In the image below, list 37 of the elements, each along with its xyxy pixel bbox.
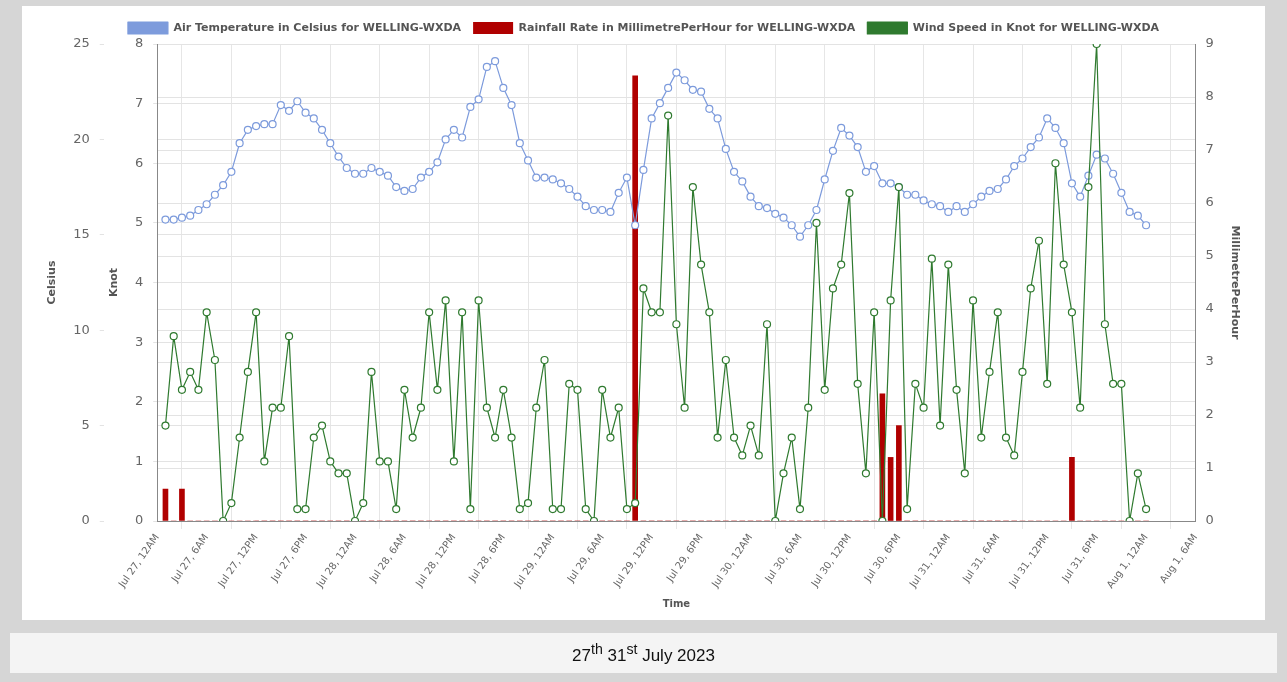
- y2-tick-label: 9: [1205, 35, 1214, 51]
- legend-label: Rainfall Rate in MillimetrePerHour for WELLING-WXDA: [518, 20, 856, 34]
- y3-tick-label: 4: [134, 273, 144, 289]
- y2-axis-title: MillimetrePerHour: [1228, 225, 1242, 341]
- y3-tick-label: 0: [134, 512, 144, 528]
- legend-label: Wind Speed in Knot for WELLING-WXDA: [912, 20, 1160, 34]
- y3-tick-label: 1: [134, 452, 144, 468]
- text: 27$^{th}$ 31$^{st}$ July 2023: [572, 640, 715, 666]
- y3-tick-label: 6: [134, 154, 144, 170]
- y2-tick-label: 3: [1205, 353, 1214, 369]
- y2-tick-label: 1: [1205, 459, 1214, 475]
- y2-tick-label: 5: [1205, 247, 1214, 263]
- y3-tick-label: 5: [134, 214, 144, 230]
- y2-tick-label: 7: [1205, 141, 1214, 157]
- y-tick-label: 15: [73, 226, 90, 242]
- bar: [896, 425, 902, 521]
- legend-label: Air Temperature in Celsius for WELLING-WXDA: [173, 20, 462, 34]
- y-tick-label: 25: [73, 35, 90, 51]
- y-tick-label: 10: [73, 321, 90, 337]
- y2-tick-label: 8: [1205, 88, 1214, 104]
- y3-tick-label: 3: [134, 333, 144, 349]
- y-tick-label: 20: [73, 130, 90, 146]
- y2-tick-label: 0: [1205, 512, 1214, 528]
- y-axis-title: Celsius: [45, 260, 59, 305]
- y-tick-label: 0: [81, 512, 90, 528]
- y2-tick-label: 6: [1205, 194, 1214, 210]
- y2-tick-label: 2: [1205, 406, 1214, 422]
- y-tick-label: 5: [81, 416, 90, 432]
- y3-tick-label: 2: [134, 393, 144, 409]
- bar: [632, 75, 638, 521]
- bar: [179, 488, 185, 521]
- y2-tick-label: 4: [1205, 300, 1214, 316]
- y3-tick-label: 7: [134, 95, 144, 110]
- x-axis-title: Time: [662, 597, 691, 609]
- y3-axis-title: Knot: [107, 267, 121, 298]
- y3-tick-label: 8: [134, 35, 144, 51]
- bar: [1069, 457, 1075, 521]
